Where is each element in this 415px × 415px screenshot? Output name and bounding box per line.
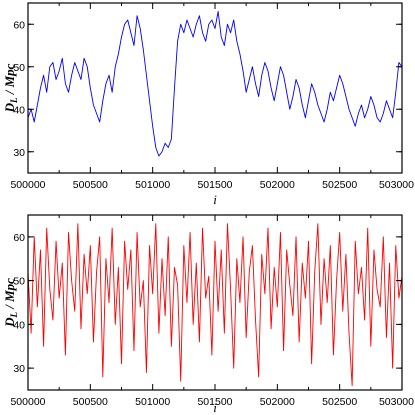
bottom-series-line-0 xyxy=(27,223,403,387)
bottom-line-chart: 500000 500500 501000 501500 502000 502500 5030… xyxy=(2,214,414,415)
bottom-x-tick-label: 501000 xyxy=(135,396,170,408)
bottom-x-axis-label: i xyxy=(213,400,217,415)
top-series-line-0 xyxy=(27,11,403,157)
bottom-x-tick-label: 500000 xyxy=(10,396,45,408)
top-line-chart: 500000 500500 501000 501500 502000 502500 5030… xyxy=(2,2,414,207)
top-x-axis-label: i xyxy=(213,192,217,207)
top-y-axis-label: DL / Mpc xyxy=(2,63,19,113)
bottom-y-tick-label: 60 xyxy=(13,232,25,244)
top-y-tick-label: 60 xyxy=(13,19,25,31)
bottom-x-tick-label: 502500 xyxy=(322,396,357,408)
bottom-x-tick-label: 501500 xyxy=(197,396,232,408)
top-y-tick-label: 30 xyxy=(13,147,25,159)
bottom-y-tick-label: 30 xyxy=(13,363,25,375)
bottom-y-axis-label: DL / Mpc xyxy=(2,278,19,328)
top-y-tick-label: 50 xyxy=(13,62,25,74)
bottom-y-tick-label: 50 xyxy=(13,276,25,288)
bottom-y-tick-label: 40 xyxy=(13,319,25,331)
bottom-x-tick-label: 500500 xyxy=(73,396,108,408)
top-x-tick-label: 500000 xyxy=(10,179,45,191)
bottom-x-tick-label: 502000 xyxy=(260,396,295,408)
top-x-tick-label: 500500 xyxy=(73,179,108,191)
top-y-tick-label: 40 xyxy=(13,104,25,116)
top-x-tick-label: 502000 xyxy=(260,179,295,191)
top-x-tick-label: 501000 xyxy=(135,179,170,191)
top-x-tick-label: 502500 xyxy=(322,179,357,191)
bottom-x-tick-label: 503000 xyxy=(379,396,414,408)
top-x-tick-label: 503000 xyxy=(379,179,414,191)
top-x-tick-label: 501500 xyxy=(197,179,232,191)
